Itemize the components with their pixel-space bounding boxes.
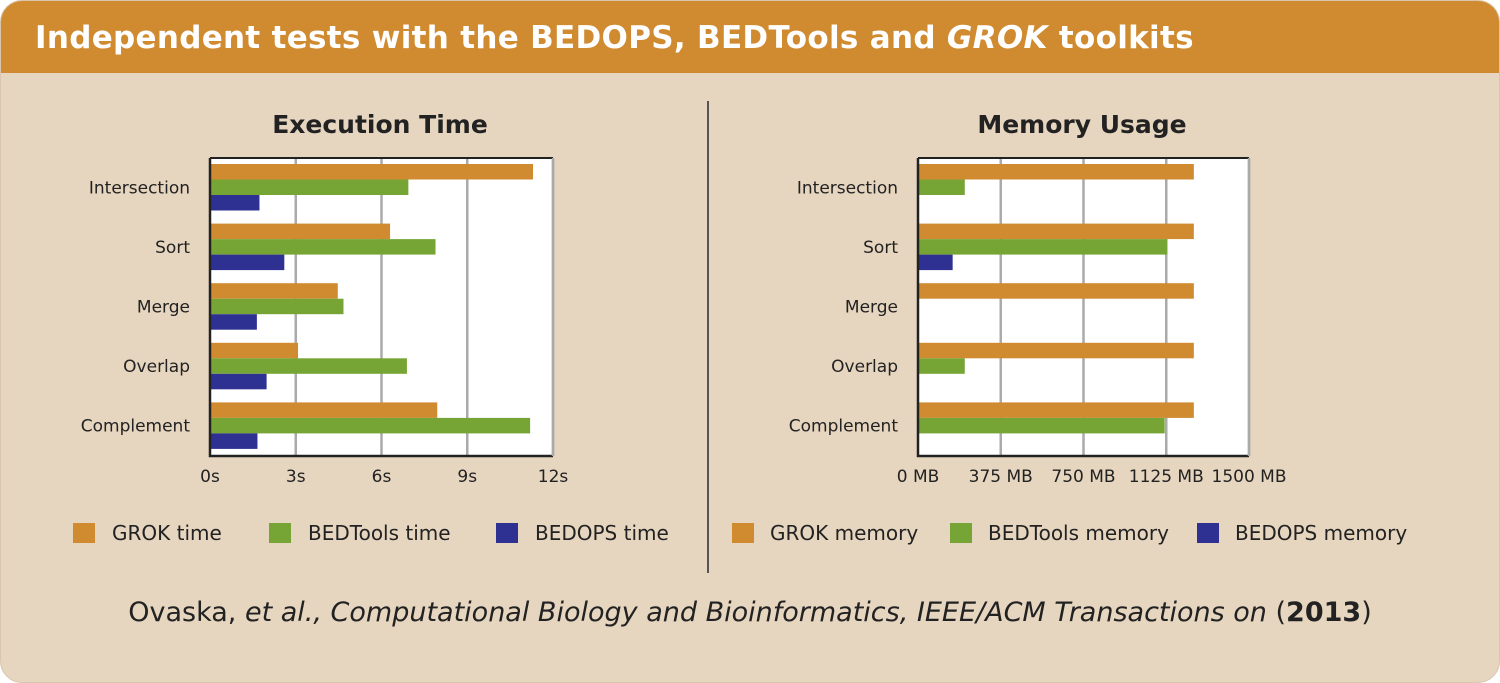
legend-label: BEDOPS memory [1235,521,1407,545]
x-tick-label: 0 MB [897,467,940,487]
chart-title: Execution Time [272,110,488,139]
bar-bedops-time [210,373,267,390]
bar-grok-memory [918,164,1194,180]
bar-bedtools-memory [918,239,1168,255]
x-tick-label: 3s [286,467,306,487]
bar-bedtools-memory [918,417,1165,434]
citation-paren-close: ) [1361,597,1372,628]
category-label: Complement [81,417,191,437]
title-text-end: toolkits [1047,20,1194,56]
bar-bedtools-time [210,358,407,374]
category-label: Sort [863,238,898,258]
bar-grok-memory [918,223,1194,240]
x-tick-label: 12s [538,467,569,487]
bar-grok-time [210,402,438,418]
bar-bedtools-time [210,239,436,255]
axis-line [208,158,553,458]
bar-bedops-time [210,314,257,330]
x-tick-label: 9s [457,467,477,487]
legend-swatch [73,523,95,543]
category-label: Overlap [123,357,190,377]
title-italic: GROK [946,20,1048,56]
legend-label: GROK memory [770,521,918,545]
bar-grok-memory [918,283,1194,299]
category-label: Intersection [797,178,898,198]
bar-bedops-time [210,254,285,271]
legend-label: BEDOPS time [535,521,669,545]
category-label: Merge [137,297,190,317]
x-tick-label: 375 MB [969,467,1033,487]
bar-bedtools-time [210,179,409,195]
legend-swatch [269,523,291,543]
citation-author: Ovaska, [128,597,245,628]
axis-line [916,158,1249,458]
panel-divider [707,101,709,573]
category-label: Merge [845,297,898,317]
bar-bedtools-memory [918,358,965,374]
x-tick-label: 1500 MB [1212,467,1287,487]
bar-grok-time [210,223,391,240]
legend-label: GROK time [112,521,222,545]
legend-swatch [950,523,972,543]
bar-bedtools-time [210,298,344,315]
category-label: Overlap [831,357,898,377]
bar-grok-time [210,342,299,359]
bar-grok-time [210,164,533,180]
bar-grok-memory [918,402,1194,418]
legend-label: BEDTools memory [988,521,1169,545]
bar-bedtools-memory [918,179,965,195]
x-tick-label: 6s [372,467,392,487]
citation-paren: ( [1266,597,1287,628]
title-text: Independent tests with the BEDOPS, BEDTo… [35,20,947,56]
bar-bedtools-time [210,417,531,434]
chart-title: Memory Usage [977,110,1186,139]
citation-journal: et al., Computational Biology and Bioinf… [244,597,1267,628]
legend-label: BEDTools time [308,521,451,545]
x-tick-label: 750 MB [1051,467,1115,487]
legend-swatch [732,523,754,543]
category-label: Complement [789,417,899,437]
bar-grok-time [210,283,338,299]
category-label: Intersection [89,178,190,198]
x-tick-label: 0s [200,467,220,487]
citation-year: 2013 [1286,597,1362,628]
category-label: Sort [155,238,190,258]
legend-swatch [1197,523,1219,543]
legend-swatch [496,523,518,543]
bar-bedops-time [210,433,258,449]
bar-bedops-time [210,195,260,211]
figure-title: Independent tests with the BEDOPS, BEDTo… [1,1,1499,73]
x-tick-label: 1125 MB [1129,467,1204,487]
bar-grok-memory [918,342,1194,359]
citation: Ovaska, et al., Computational Biology an… [1,597,1499,628]
bar-bedops-memory [918,254,953,271]
